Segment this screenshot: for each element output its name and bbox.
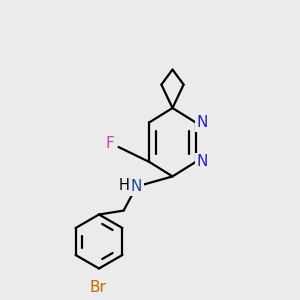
Text: N: N: [196, 115, 208, 130]
Text: Br: Br: [90, 280, 107, 295]
Text: N: N: [131, 179, 142, 194]
Text: H: H: [119, 178, 130, 193]
Text: N: N: [196, 154, 208, 169]
Text: F: F: [106, 136, 115, 152]
